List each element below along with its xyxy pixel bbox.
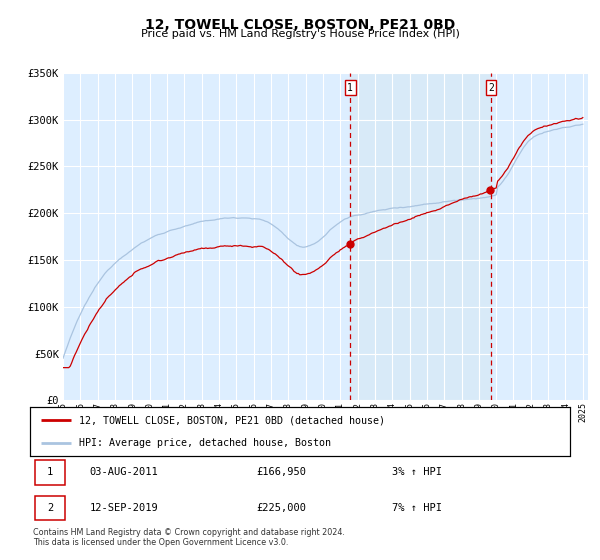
Bar [350, 73, 491, 400]
Text: 2: 2 [488, 82, 494, 92]
Text: £225,000: £225,000 [257, 503, 307, 513]
Text: 3% ↑ HPI: 3% ↑ HPI [392, 468, 442, 477]
Text: 1: 1 [347, 82, 353, 92]
Text: 12-SEP-2019: 12-SEP-2019 [89, 503, 158, 513]
Text: Contains HM Land Registry data © Crown copyright and database right 2024.
This d: Contains HM Land Registry data © Crown c… [33, 528, 345, 547]
Text: 12, TOWELL CLOSE, BOSTON, PE21 0BD: 12, TOWELL CLOSE, BOSTON, PE21 0BD [145, 18, 455, 32]
Bar [35, 460, 65, 484]
Text: 03-AUG-2011: 03-AUG-2011 [89, 468, 158, 477]
Text: 12, TOWELL CLOSE, BOSTON, PE21 0BD (detached house): 12, TOWELL CLOSE, BOSTON, PE21 0BD (deta… [79, 416, 385, 426]
Text: £166,950: £166,950 [257, 468, 307, 477]
Bar [35, 496, 65, 520]
Text: HPI: Average price, detached house, Boston: HPI: Average price, detached house, Bost… [79, 438, 331, 448]
Text: 1: 1 [47, 468, 53, 477]
Text: 2: 2 [47, 503, 53, 513]
Text: Price paid vs. HM Land Registry's House Price Index (HPI): Price paid vs. HM Land Registry's House … [140, 29, 460, 39]
Text: 7% ↑ HPI: 7% ↑ HPI [392, 503, 442, 513]
